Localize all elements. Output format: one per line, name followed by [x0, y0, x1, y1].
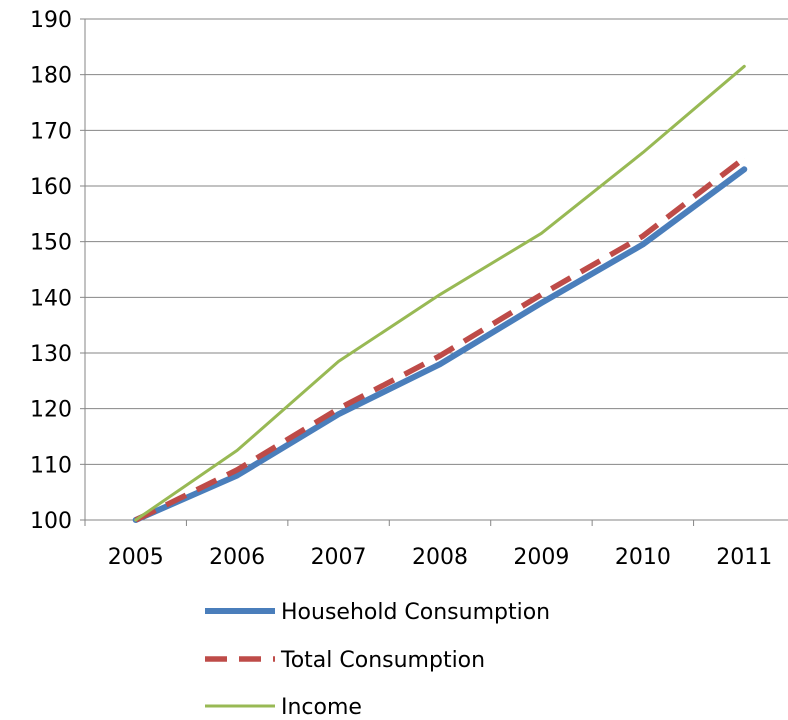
x-tick-label: 2005: [108, 545, 164, 570]
y-tick-label: 140: [30, 286, 72, 311]
y-tick-label: 130: [30, 342, 72, 367]
series-line-total-consumption: [136, 158, 745, 520]
x-tick-label: 2006: [209, 545, 265, 570]
series-lines: [136, 66, 745, 520]
x-tick-label: 2010: [615, 545, 671, 570]
y-tick-label: 120: [30, 398, 72, 423]
x-tick-label: 2009: [513, 545, 569, 570]
legend-label: Total Consumption: [280, 648, 485, 673]
x-axis-tick-labels: 2005 2006 2007 2008 2009 2010 2011: [108, 545, 773, 570]
gridlines: [85, 19, 788, 464]
legend-item: Total Consumption: [205, 648, 485, 673]
legend-label: Income: [281, 695, 362, 716]
y-tick-label: 190: [30, 8, 72, 33]
y-tick-label: 180: [30, 64, 72, 89]
y-axis-tick-labels: 100 110 120 130 140 150 160 170 180 190: [30, 8, 72, 534]
x-tick-label: 2007: [311, 545, 367, 570]
series-line-income: [136, 66, 745, 520]
legend: Household Consumption Total Consumption In…: [205, 600, 550, 716]
y-tick-label: 150: [30, 231, 72, 256]
x-tick-label: 2008: [412, 545, 468, 570]
legend-item: Income: [205, 695, 362, 716]
y-tick-label: 110: [30, 453, 72, 478]
legend-label: Household Consumption: [281, 600, 550, 625]
y-tick-label: 170: [30, 119, 72, 144]
legend-item: Household Consumption: [205, 600, 550, 625]
y-tick-label: 100: [30, 509, 72, 534]
y-tick-label: 160: [30, 175, 72, 200]
axes: [80, 19, 788, 526]
x-tick-label: 2011: [716, 545, 772, 570]
series-line-household-consumption: [136, 169, 745, 520]
